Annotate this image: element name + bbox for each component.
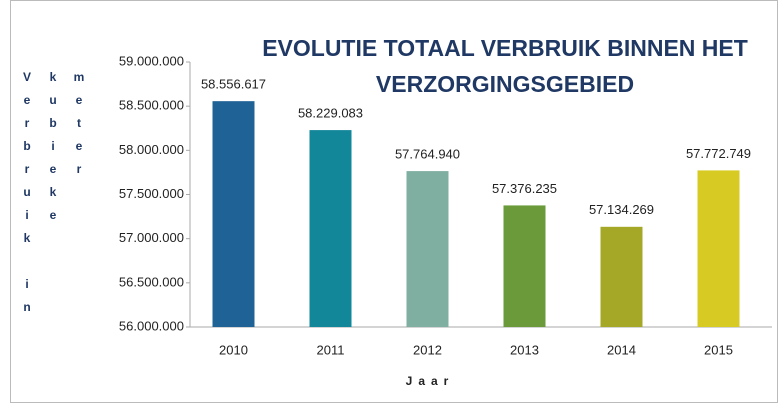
- bar: [503, 205, 546, 327]
- y-tick-label: 57.500.000: [119, 186, 184, 201]
- value-label: 57.376.235: [492, 181, 557, 196]
- x-tick-label: 2011: [317, 342, 345, 357]
- x-tick-label: 2014: [607, 342, 636, 357]
- bar: [600, 226, 643, 327]
- bar: [212, 101, 255, 327]
- value-label: 57.134.269: [589, 202, 654, 217]
- y-tick-label: 57.000.000: [119, 230, 184, 245]
- bar: [309, 130, 352, 327]
- y-tick-label: 56.000.000: [119, 318, 184, 333]
- y-tick-label: 59.000.000: [119, 53, 184, 68]
- y-axis-label: Verbruik in kubieke meter: [20, 70, 86, 323]
- bar: [697, 170, 740, 327]
- y-tick-label: 58.000.000: [119, 142, 184, 157]
- x-axis-label: Jaar: [405, 374, 455, 388]
- x-tick-label: 2010: [219, 342, 248, 357]
- x-tick-label: 2015: [704, 342, 733, 357]
- chart-title: EVOLUTIE TOTAAL VERBRUIK BINNEN HET VERZ…: [262, 35, 748, 97]
- y-tick-label: 56.500.000: [119, 274, 184, 289]
- y-tick-label: 58.500.000: [119, 98, 184, 113]
- x-tick-label: 2013: [510, 342, 539, 357]
- value-label: 57.772.749: [686, 146, 751, 161]
- value-label: 57.764.940: [395, 147, 460, 162]
- value-label: 58.229.083: [298, 106, 363, 121]
- x-tick-label: 2012: [413, 342, 442, 357]
- bar: [406, 171, 449, 327]
- value-label: 58.556.617: [201, 77, 266, 92]
